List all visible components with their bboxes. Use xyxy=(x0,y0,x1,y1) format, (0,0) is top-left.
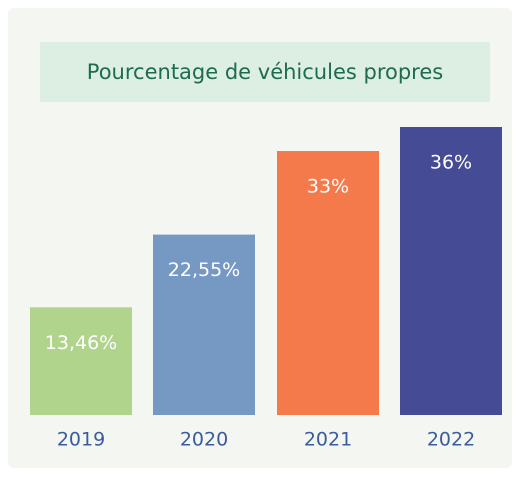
x-tick-label: 2022 xyxy=(427,429,475,451)
x-tick-label: 2021 xyxy=(304,429,352,451)
value-label: 36% xyxy=(430,152,472,174)
chart-title: Pourcentage de véhicules propres xyxy=(87,60,443,84)
title-box xyxy=(40,42,490,102)
x-tick-label: 2020 xyxy=(180,429,228,451)
value-label: 13,46% xyxy=(45,332,117,354)
bar xyxy=(153,234,255,415)
value-label: 22,55% xyxy=(168,259,240,281)
value-label: 33% xyxy=(307,176,349,198)
x-tick-label: 2019 xyxy=(57,429,105,451)
panel xyxy=(8,8,512,468)
bar xyxy=(277,151,379,415)
bar xyxy=(400,127,502,415)
bar xyxy=(30,307,132,415)
